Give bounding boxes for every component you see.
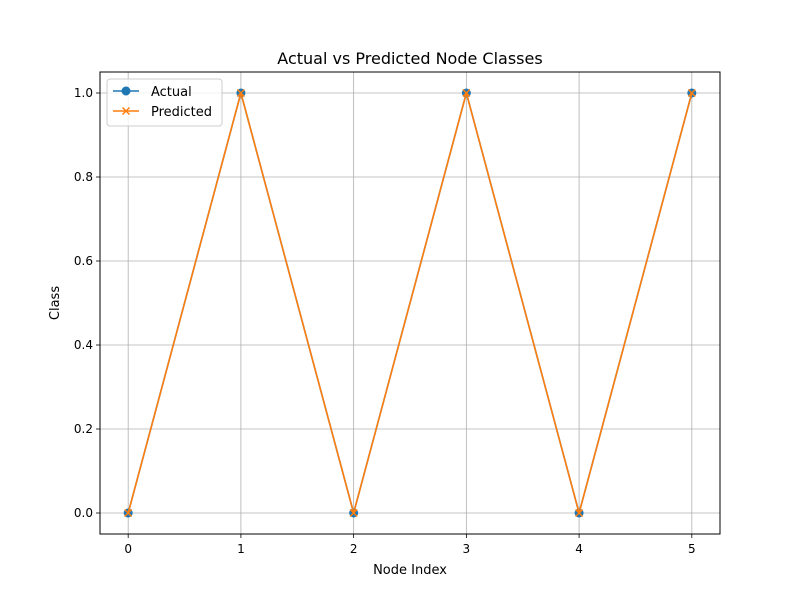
- data-point-stroke: [575, 508, 584, 518]
- y-tick-label: 0.2: [74, 422, 93, 436]
- legend-marker: [121, 106, 131, 116]
- data-point: [124, 508, 133, 518]
- x-tick-label: 2: [350, 542, 358, 556]
- data-point: [687, 88, 696, 98]
- data-point-stroke: [236, 88, 245, 98]
- y-tick-label: 0.0: [74, 506, 93, 520]
- data-point-stroke: [349, 508, 358, 518]
- legend-item-actual: Actual: [113, 85, 192, 100]
- data-point: [236, 88, 245, 98]
- x-tick-label: 3: [463, 542, 471, 556]
- y-tick-label: 0.6: [74, 254, 93, 268]
- legend-marker: [121, 86, 131, 96]
- chart-title: Actual vs Predicted Node Classes: [277, 49, 542, 68]
- legend-label: Actual: [151, 85, 192, 100]
- ticks: 0 1 2 3 4 5 0.0 0.2 0.4 0.6 0.8 1.0: [74, 86, 696, 556]
- series-layer: [123, 88, 697, 518]
- x-tick-label: 5: [688, 542, 696, 556]
- series-predicted: [124, 88, 696, 518]
- y-tick-label: 1.0: [74, 86, 93, 100]
- data-point: [462, 88, 471, 98]
- data-point-stroke: [462, 88, 471, 98]
- x-tick-label: 1: [237, 542, 245, 556]
- legend: Actual Predicted: [106, 78, 223, 127]
- series-line: [127, 92, 693, 514]
- x-axis-label: Node Index: [373, 563, 447, 578]
- x-tick-label: 4: [575, 542, 583, 556]
- data-point-stroke: [124, 508, 133, 518]
- y-tick-label: 0.4: [74, 338, 93, 352]
- legend-label: Predicted: [151, 105, 212, 120]
- legend-marker-stroke: [121, 106, 131, 116]
- data-point: [349, 508, 358, 518]
- y-axis-label: Class: [48, 286, 63, 320]
- data-point-stroke: [687, 88, 696, 98]
- grid: [100, 72, 720, 534]
- y-tick-label: 0.8: [74, 170, 93, 184]
- plot-frame: [99, 71, 721, 535]
- x-tick-label: 0: [124, 542, 132, 556]
- data-point: [575, 508, 584, 518]
- legend-item-predicted: Predicted: [113, 105, 212, 120]
